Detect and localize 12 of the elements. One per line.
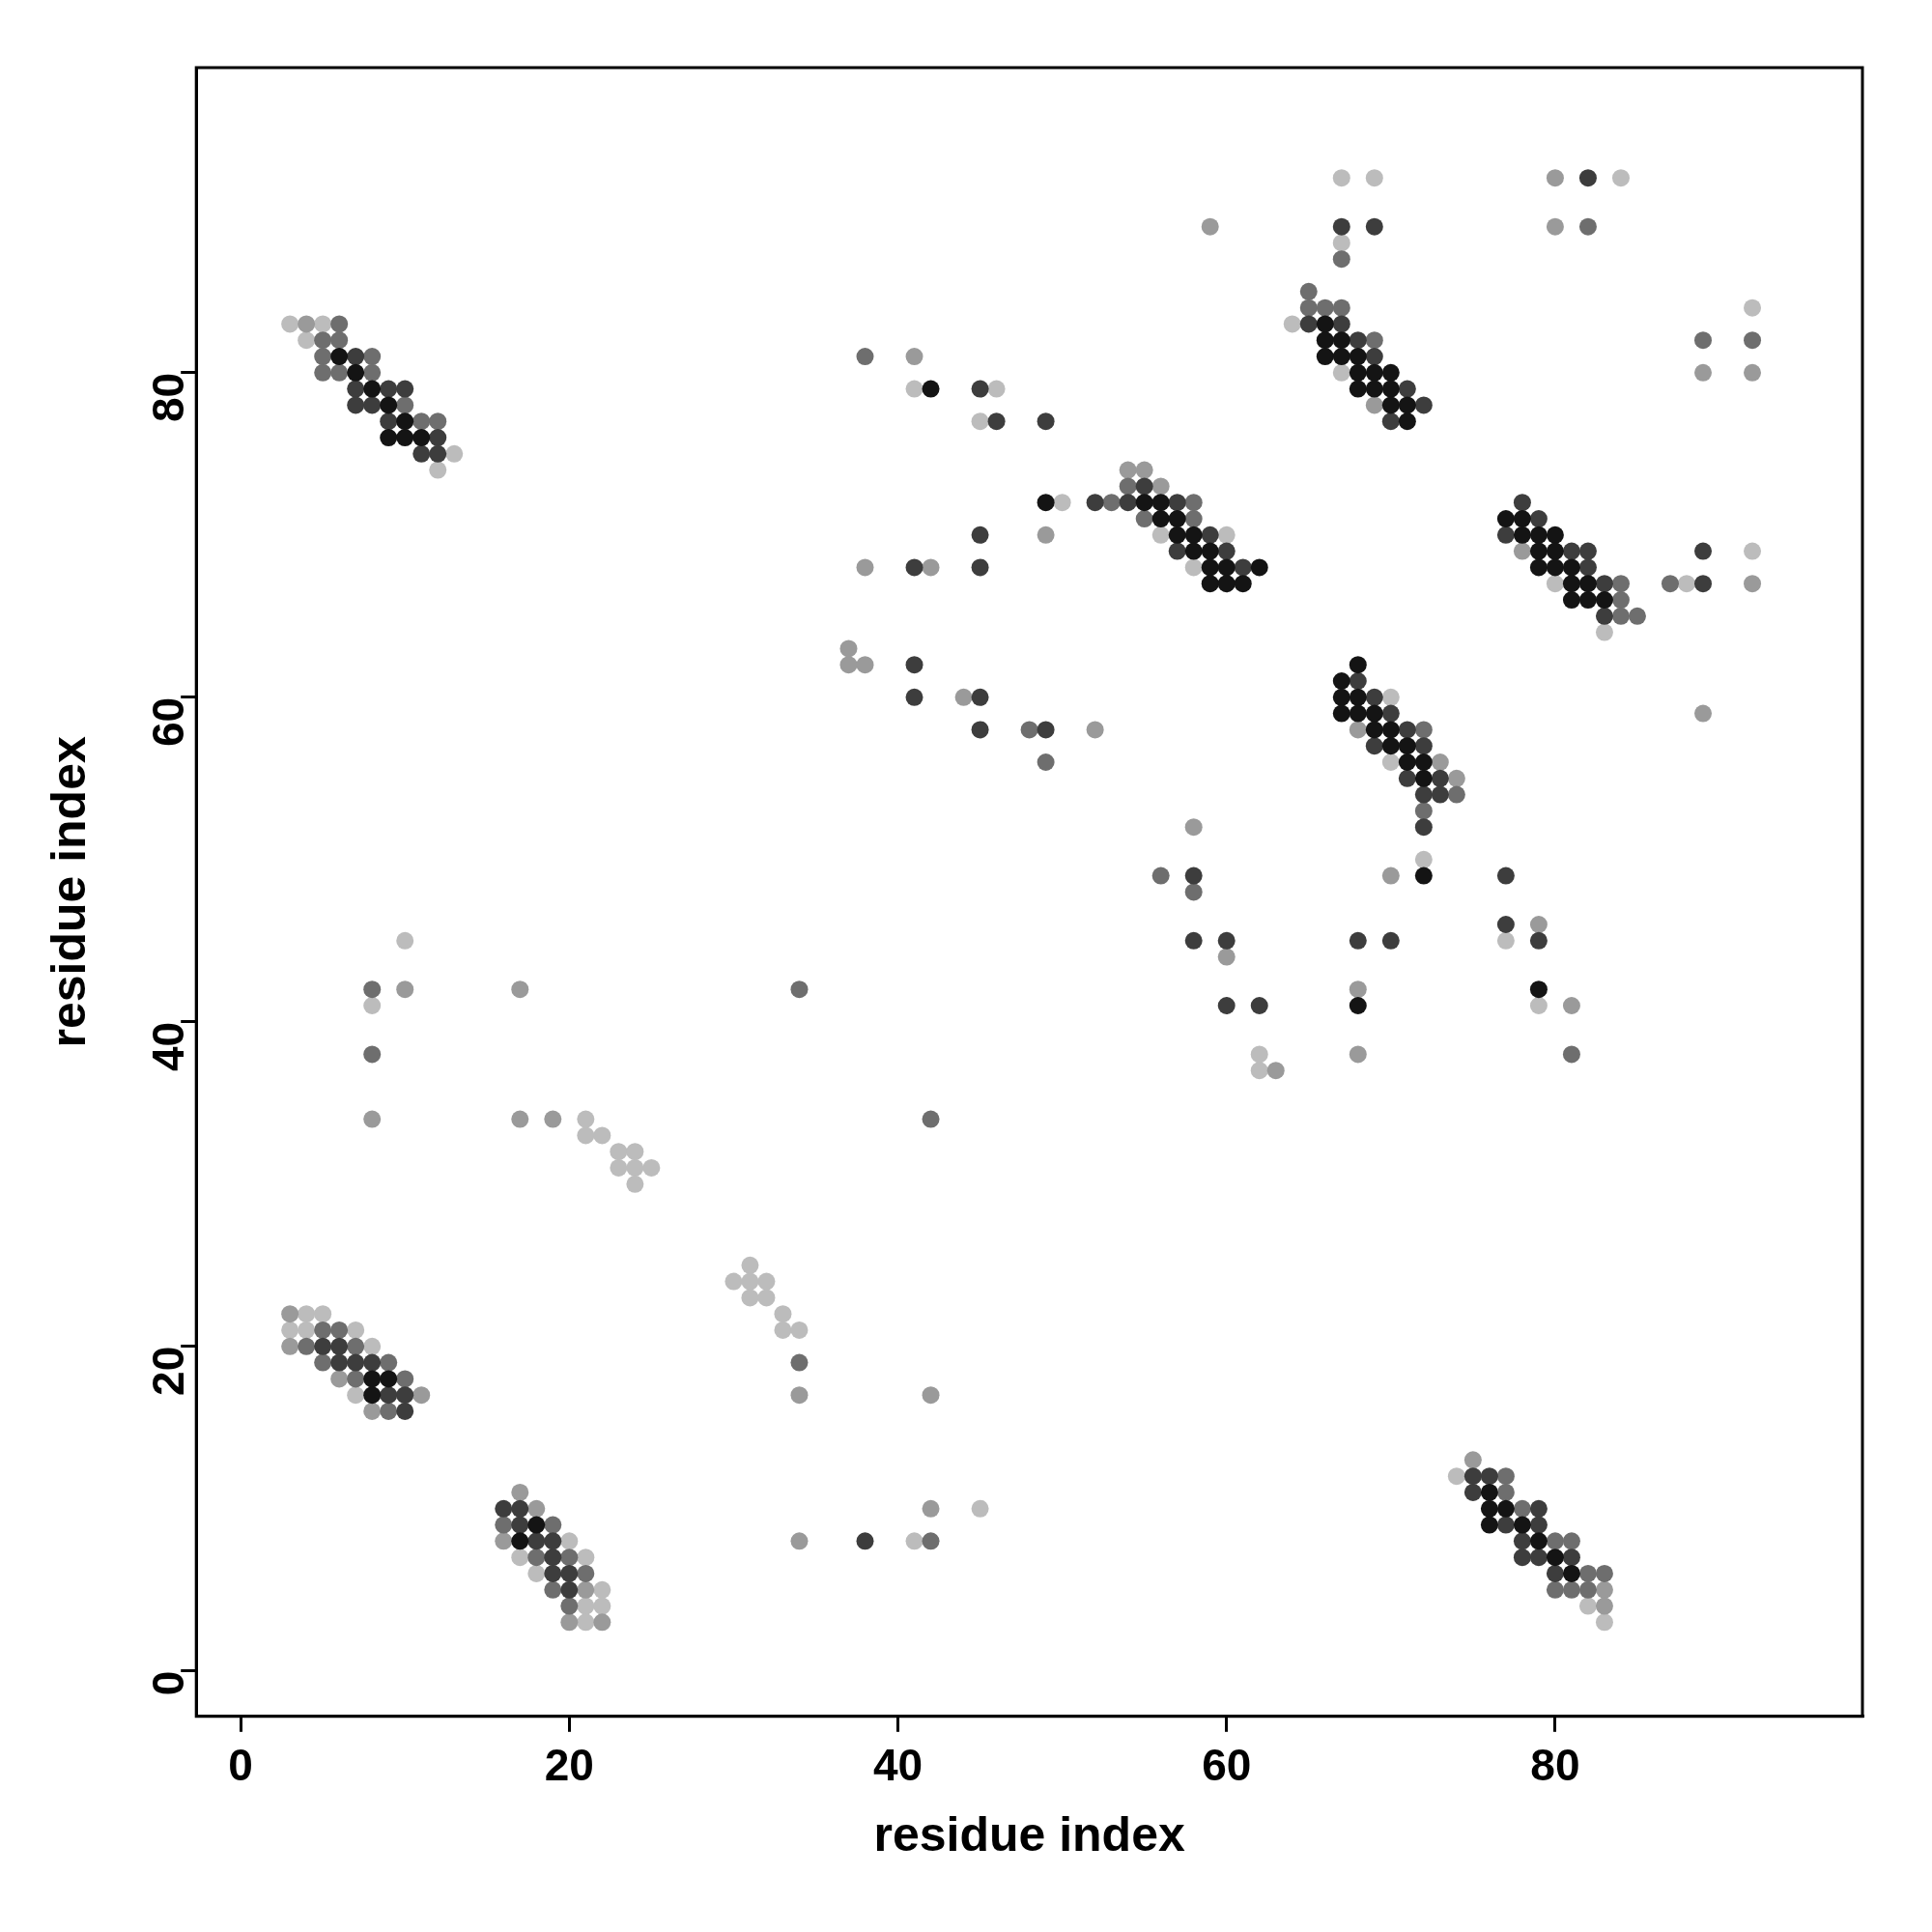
y-tick-label: 80 [142,372,193,422]
x-tick-label: 0 [228,1740,253,1791]
x-tick-label: 60 [1202,1740,1252,1791]
y-tick-label: 40 [142,1021,193,1071]
y-axis-title: residue index [41,736,96,1048]
x-axis-title: residue index [873,1806,1185,1861]
y-tick-label: 60 [142,696,193,747]
y-tick-label: 20 [142,1346,193,1396]
x-tick-label: 80 [1530,1740,1580,1791]
x-tick-label: 20 [544,1740,594,1791]
x-tick-label: 40 [872,1740,923,1791]
y-tick-label: 0 [142,1670,193,1696]
